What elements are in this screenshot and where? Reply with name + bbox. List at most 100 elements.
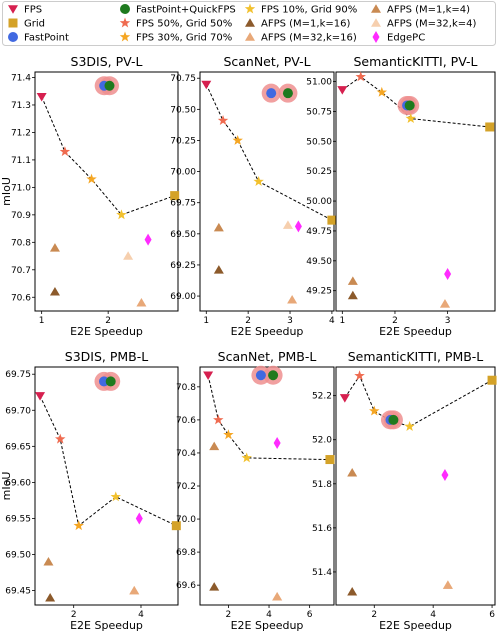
legend-label-afps14: AFPS (M=1,k=4) <box>387 5 470 16</box>
x-axis-label: E2E Speedup <box>231 325 304 338</box>
grid-point <box>485 122 495 132</box>
y-axis-label: mIoU <box>0 177 13 206</box>
fps10-point <box>404 421 415 431</box>
panel-title: ScanNet, PMB-L <box>218 349 317 364</box>
fpq-point <box>105 376 116 387</box>
x-tick-label: 1 <box>39 316 45 326</box>
fps30-legend-marker-icon <box>119 31 131 42</box>
fps50-point <box>354 370 365 381</box>
edgepc-point <box>441 468 449 481</box>
y-tick-label: 69.8 <box>176 548 196 558</box>
x-axis-label: E2E Speedup <box>70 619 143 632</box>
legend-label-afps324: AFPS (M=32,k=4) <box>387 19 476 30</box>
y-tick-label: 69.6 <box>176 581 196 591</box>
x-tick-label: 4 <box>138 610 144 620</box>
x-tick-label: 4 <box>266 610 272 620</box>
afps3216-point <box>129 585 140 595</box>
x-tick-label: 3 <box>287 316 293 326</box>
plot-frame <box>335 366 496 606</box>
y-tick-label: 70.8 <box>176 383 196 393</box>
y-tick-label: 70.25 <box>170 136 196 146</box>
grid-point <box>487 375 497 385</box>
x-axis-label: E2E Speedup <box>379 619 452 632</box>
chart-panel-1: S3DIS, PV-L E2E Speedup mIoU 1 2 70.6 70.7 70.8… <box>0 54 180 338</box>
fastpoint-point <box>266 88 277 99</box>
afps14-point <box>209 441 220 451</box>
grid-point <box>170 191 180 201</box>
fps-point <box>339 394 350 403</box>
y-tick-label: 69.50 <box>5 551 31 561</box>
edgepc-point <box>135 512 143 525</box>
afps116-point <box>45 593 56 602</box>
x-tick-label: 2 <box>105 316 111 326</box>
legend-entry-fps: FPS <box>8 5 42 16</box>
afps3216-point <box>136 298 147 307</box>
afps116-legend-marker-icon <box>245 18 255 27</box>
y-tick-label: 70.2 <box>176 482 196 492</box>
afps116-point <box>347 290 358 300</box>
y-tick-label: 51.4 <box>312 568 332 578</box>
panel-title: ScanNet, PV-L <box>223 54 310 69</box>
legend-label-afps3216: AFPS (M=32,k=16) <box>261 33 357 44</box>
edgepc-point <box>273 437 281 450</box>
x-tick-label: 2 <box>226 610 232 620</box>
plot-frame <box>34 71 179 312</box>
fps-point <box>201 80 212 90</box>
y-tick-label: 50.75 <box>306 107 332 117</box>
y-tick-label: 70.7 <box>11 266 31 276</box>
fps50-point <box>55 433 66 444</box>
legend-label-fps: FPS <box>24 5 42 16</box>
legend-label-fps10: FPS 10%, Grid 90% <box>261 5 357 16</box>
legend-label-grid: Grid <box>24 19 45 30</box>
legend-entry-afps14: AFPS (M=1,k=4) <box>371 4 470 16</box>
y-tick-label: 69.50 <box>170 230 196 240</box>
pareto-dashed-line <box>41 96 175 216</box>
plot-frame <box>199 71 335 312</box>
legend-entry-fastpoint: FastPoint <box>8 32 69 44</box>
panel-title: S3DIS, PMB-L <box>65 349 148 364</box>
x-tick-label: 2 <box>245 316 251 326</box>
fps10-point <box>405 113 416 124</box>
grid-point <box>325 455 335 465</box>
pareto-dashed-line <box>39 395 177 527</box>
y-tick-label: 69.65 <box>5 442 31 452</box>
y-tick-label: 69.60 <box>5 478 31 488</box>
afps116-point <box>49 287 60 296</box>
grid-legend-marker-icon <box>8 18 18 28</box>
y-tick-label: 69.70 <box>5 406 31 416</box>
y-tick-label: 52.2 <box>312 392 332 402</box>
y-tick-label: 50.25 <box>306 167 332 177</box>
fastpoint-legend-marker-icon <box>8 32 18 42</box>
legend-label-fpq: FastPoint+QuickFPS <box>136 5 236 16</box>
pareto-dashed-line <box>207 375 330 461</box>
fps10-legend-marker-icon <box>244 3 256 14</box>
grid-point <box>171 521 181 531</box>
legend-entry-afps116: AFPS (M=1,k=16) <box>245 18 350 30</box>
y-tick-label: 70.6 <box>176 416 196 426</box>
afps116-point <box>209 582 220 591</box>
fps30-point <box>369 405 380 416</box>
fps-legend-marker-icon <box>8 5 18 14</box>
legend-label-edgepc: EdgePC <box>387 33 425 44</box>
fps50-legend-marker-icon <box>119 17 131 28</box>
afps14-legend-marker-icon <box>371 4 381 13</box>
y-tick-label: 70.6 <box>11 293 31 303</box>
x-tick-label: 4 <box>430 610 436 620</box>
y-tick-label: 49.75 <box>306 227 332 237</box>
edgepc-legend-marker-icon <box>372 31 380 43</box>
fpq-point <box>268 370 279 381</box>
afps116-point <box>213 265 224 274</box>
afps14-point <box>347 276 358 285</box>
fps50-point <box>217 115 229 125</box>
grid-point <box>327 215 337 225</box>
legend-label-fps30: FPS 30%, Grid 70% <box>136 33 232 44</box>
legend-entry-fps50: FPS 50%, Grid 50% <box>119 17 232 30</box>
fps50-point <box>59 146 71 157</box>
edgepc-point <box>294 220 302 233</box>
legend-label-fastpoint: FastPoint <box>24 33 69 44</box>
pareto-dashed-line <box>342 76 490 128</box>
fpq-point <box>282 88 293 99</box>
fps30-point <box>73 520 84 531</box>
